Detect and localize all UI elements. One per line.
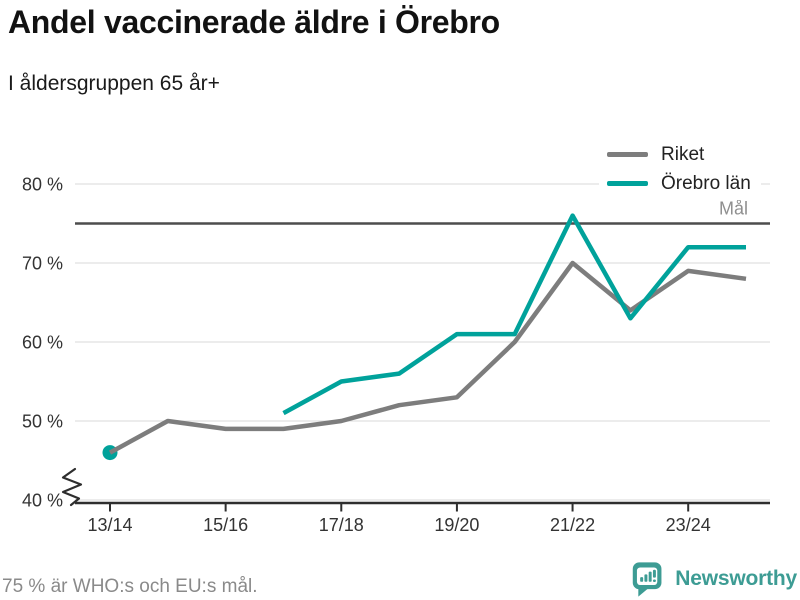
y-tick-label: 80 % (22, 175, 63, 195)
x-tick-label: 19/20 (434, 515, 479, 535)
goal-line-group: Mål (75, 199, 770, 225)
gridlines (75, 183, 770, 501)
series-line (282, 213, 746, 416)
y-tick-label: 50 % (22, 412, 63, 432)
series-lines (108, 213, 747, 455)
page-title: Andel vaccinerade äldre i Örebro (8, 4, 500, 40)
y-axis-break-icon (61, 467, 83, 507)
legend-item-orebro: Örebro län (607, 169, 751, 198)
legend-label-riket: Riket (661, 143, 705, 165)
legend-label-orebro: Örebro län (661, 172, 751, 194)
newsworthy-icon (633, 562, 662, 597)
y-axis-labels: 80 % 70 % 60 % 50 % 40 % (22, 175, 63, 511)
orebro-line-swatch (607, 181, 648, 186)
legend-item-riket: Riket (607, 140, 751, 169)
x-tick-label: 13/14 (87, 515, 132, 535)
brand-name: Newsworthy (675, 567, 797, 590)
x-tick-label: 21/22 (550, 515, 595, 535)
y-tick-label: 40 % (22, 491, 63, 511)
x-tick-label: 17/18 (319, 515, 364, 535)
x-tick-label: 15/16 (203, 515, 248, 535)
chart-legend: Riket Örebro län (599, 138, 761, 200)
page-subtitle: I åldersgruppen 65 år+ (8, 72, 220, 95)
goal-label: Mål (719, 199, 748, 219)
footer-note: 75 % är WHO:s och EU:s mål. (2, 576, 258, 597)
riket-line-swatch (607, 152, 648, 157)
y-tick-label: 70 % (22, 254, 63, 274)
y-tick-label: 60 % (22, 333, 63, 353)
x-axis: 13/14 15/16 17/18 19/20 21/22 23/24 (75, 501, 770, 535)
brand-logo: Newsworthy (630, 558, 797, 600)
x-tick-label: 23/24 (666, 515, 711, 535)
